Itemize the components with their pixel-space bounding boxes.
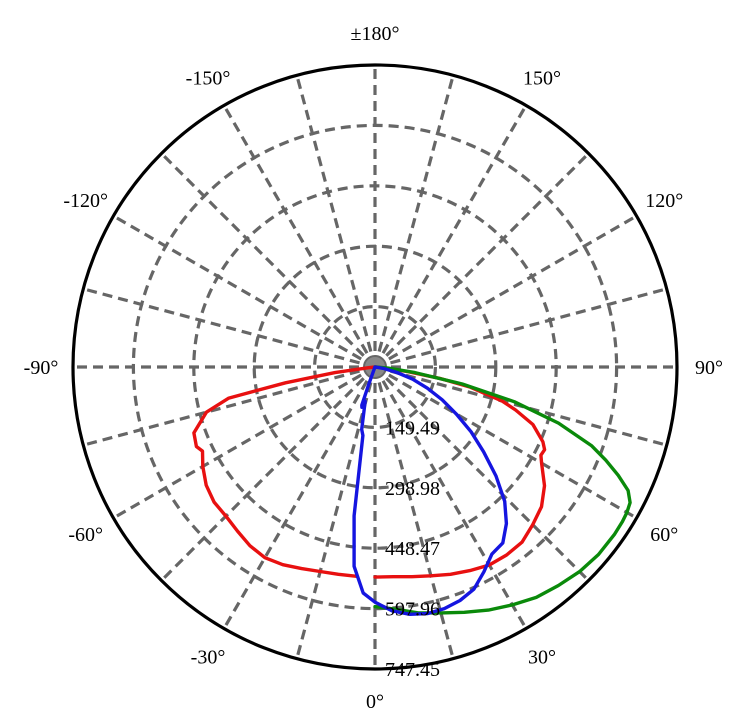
grid-spoke-105 (374, 287, 668, 369)
grid-spoke-30 (373, 366, 528, 630)
grid-spoke-120 (374, 214, 638, 369)
grid-spoke-330 (222, 366, 377, 630)
angle-label: 90° (695, 357, 723, 379)
axis-labels: 0° 30° 60° 90° 120° 150° ±180° -150° -120° -90° -6… (24, 23, 723, 713)
grid-spoke-135 (373, 152, 590, 369)
grid-spoke-150 (373, 104, 528, 368)
grid-spoke-225 (160, 152, 377, 369)
grid-spoke-15 (373, 366, 455, 660)
radial-tick-label: 298.98 (385, 478, 440, 500)
grid-ring-1 (313, 305, 438, 430)
grid-spoke-45 (373, 365, 590, 582)
angle-label: 0° (366, 691, 384, 713)
angle-label: 60° (650, 524, 678, 546)
grid-spoke-165 (373, 74, 455, 368)
grid-spoke-300 (112, 365, 376, 520)
angle-label: -150° (186, 68, 231, 90)
grid-spoke-315 (160, 365, 377, 582)
angle-label: 150° (523, 68, 561, 90)
grid-spoke-240 (112, 214, 376, 369)
series-line-3 (352, 365, 509, 616)
angle-label: -120° (63, 190, 108, 212)
radial-tick-label: 597.96 (385, 599, 440, 621)
radial-tick-label: 747.45 (385, 659, 440, 681)
outer-circle (71, 63, 679, 671)
grid-spoke-255 (82, 287, 376, 369)
angle-label: 30° (528, 646, 556, 668)
data-series (192, 365, 632, 616)
grid-spoke-210 (222, 104, 377, 368)
grid-spoke-195 (295, 74, 377, 368)
angle-label: ±180° (351, 23, 400, 45)
polar-grid (73, 65, 677, 669)
radial-tick-label: 149.49 (385, 417, 440, 439)
angle-label: -60° (68, 524, 103, 546)
angle-label: -30° (191, 646, 226, 668)
radial-tick-label: 448.47 (385, 538, 440, 560)
series-line-2 (373, 365, 632, 615)
outer-ring (71, 63, 679, 671)
angle-label: -90° (24, 357, 59, 379)
angle-label: 120° (645, 190, 683, 212)
grid-spoke-285 (82, 365, 376, 447)
grid-spoke-60 (374, 365, 638, 520)
